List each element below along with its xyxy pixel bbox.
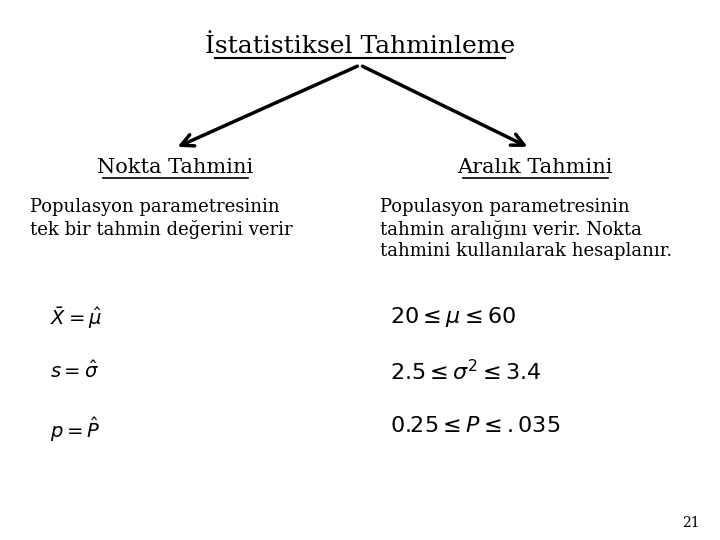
Text: $p = \hat{P}$: $p = \hat{P}$ (50, 415, 100, 444)
Text: Populasyon parametresinin: Populasyon parametresinin (30, 198, 279, 216)
Text: Aralık Tahmini: Aralık Tahmini (457, 158, 613, 177)
Text: $s = \hat{\sigma}$: $s = \hat{\sigma}$ (50, 360, 99, 382)
Text: İstatistiksel Tahminleme: İstatistiksel Tahminleme (205, 35, 515, 58)
Text: tahmin aralığını verir. Nokta: tahmin aralığını verir. Nokta (380, 220, 642, 239)
Text: Nokta Tahmini: Nokta Tahmini (97, 158, 253, 177)
Text: $2.5 \leq \sigma^2 \leq 3.4$: $2.5 \leq \sigma^2 \leq 3.4$ (390, 360, 541, 385)
Text: Populasyon parametresinin: Populasyon parametresinin (380, 198, 629, 216)
Text: tek bir tahmin değerini verir: tek bir tahmin değerini verir (30, 220, 292, 239)
Text: 21: 21 (683, 516, 700, 530)
Text: tahmini kullanılarak hesaplanır.: tahmini kullanılarak hesaplanır. (380, 242, 672, 260)
Text: $\bar{X} = \hat{\mu}$: $\bar{X} = \hat{\mu}$ (50, 305, 102, 331)
Text: $20 \leq \mu \leq 60$: $20 \leq \mu \leq 60$ (390, 305, 516, 329)
Text: $0.25 \leq P \leq .035$: $0.25 \leq P \leq .035$ (390, 415, 560, 437)
